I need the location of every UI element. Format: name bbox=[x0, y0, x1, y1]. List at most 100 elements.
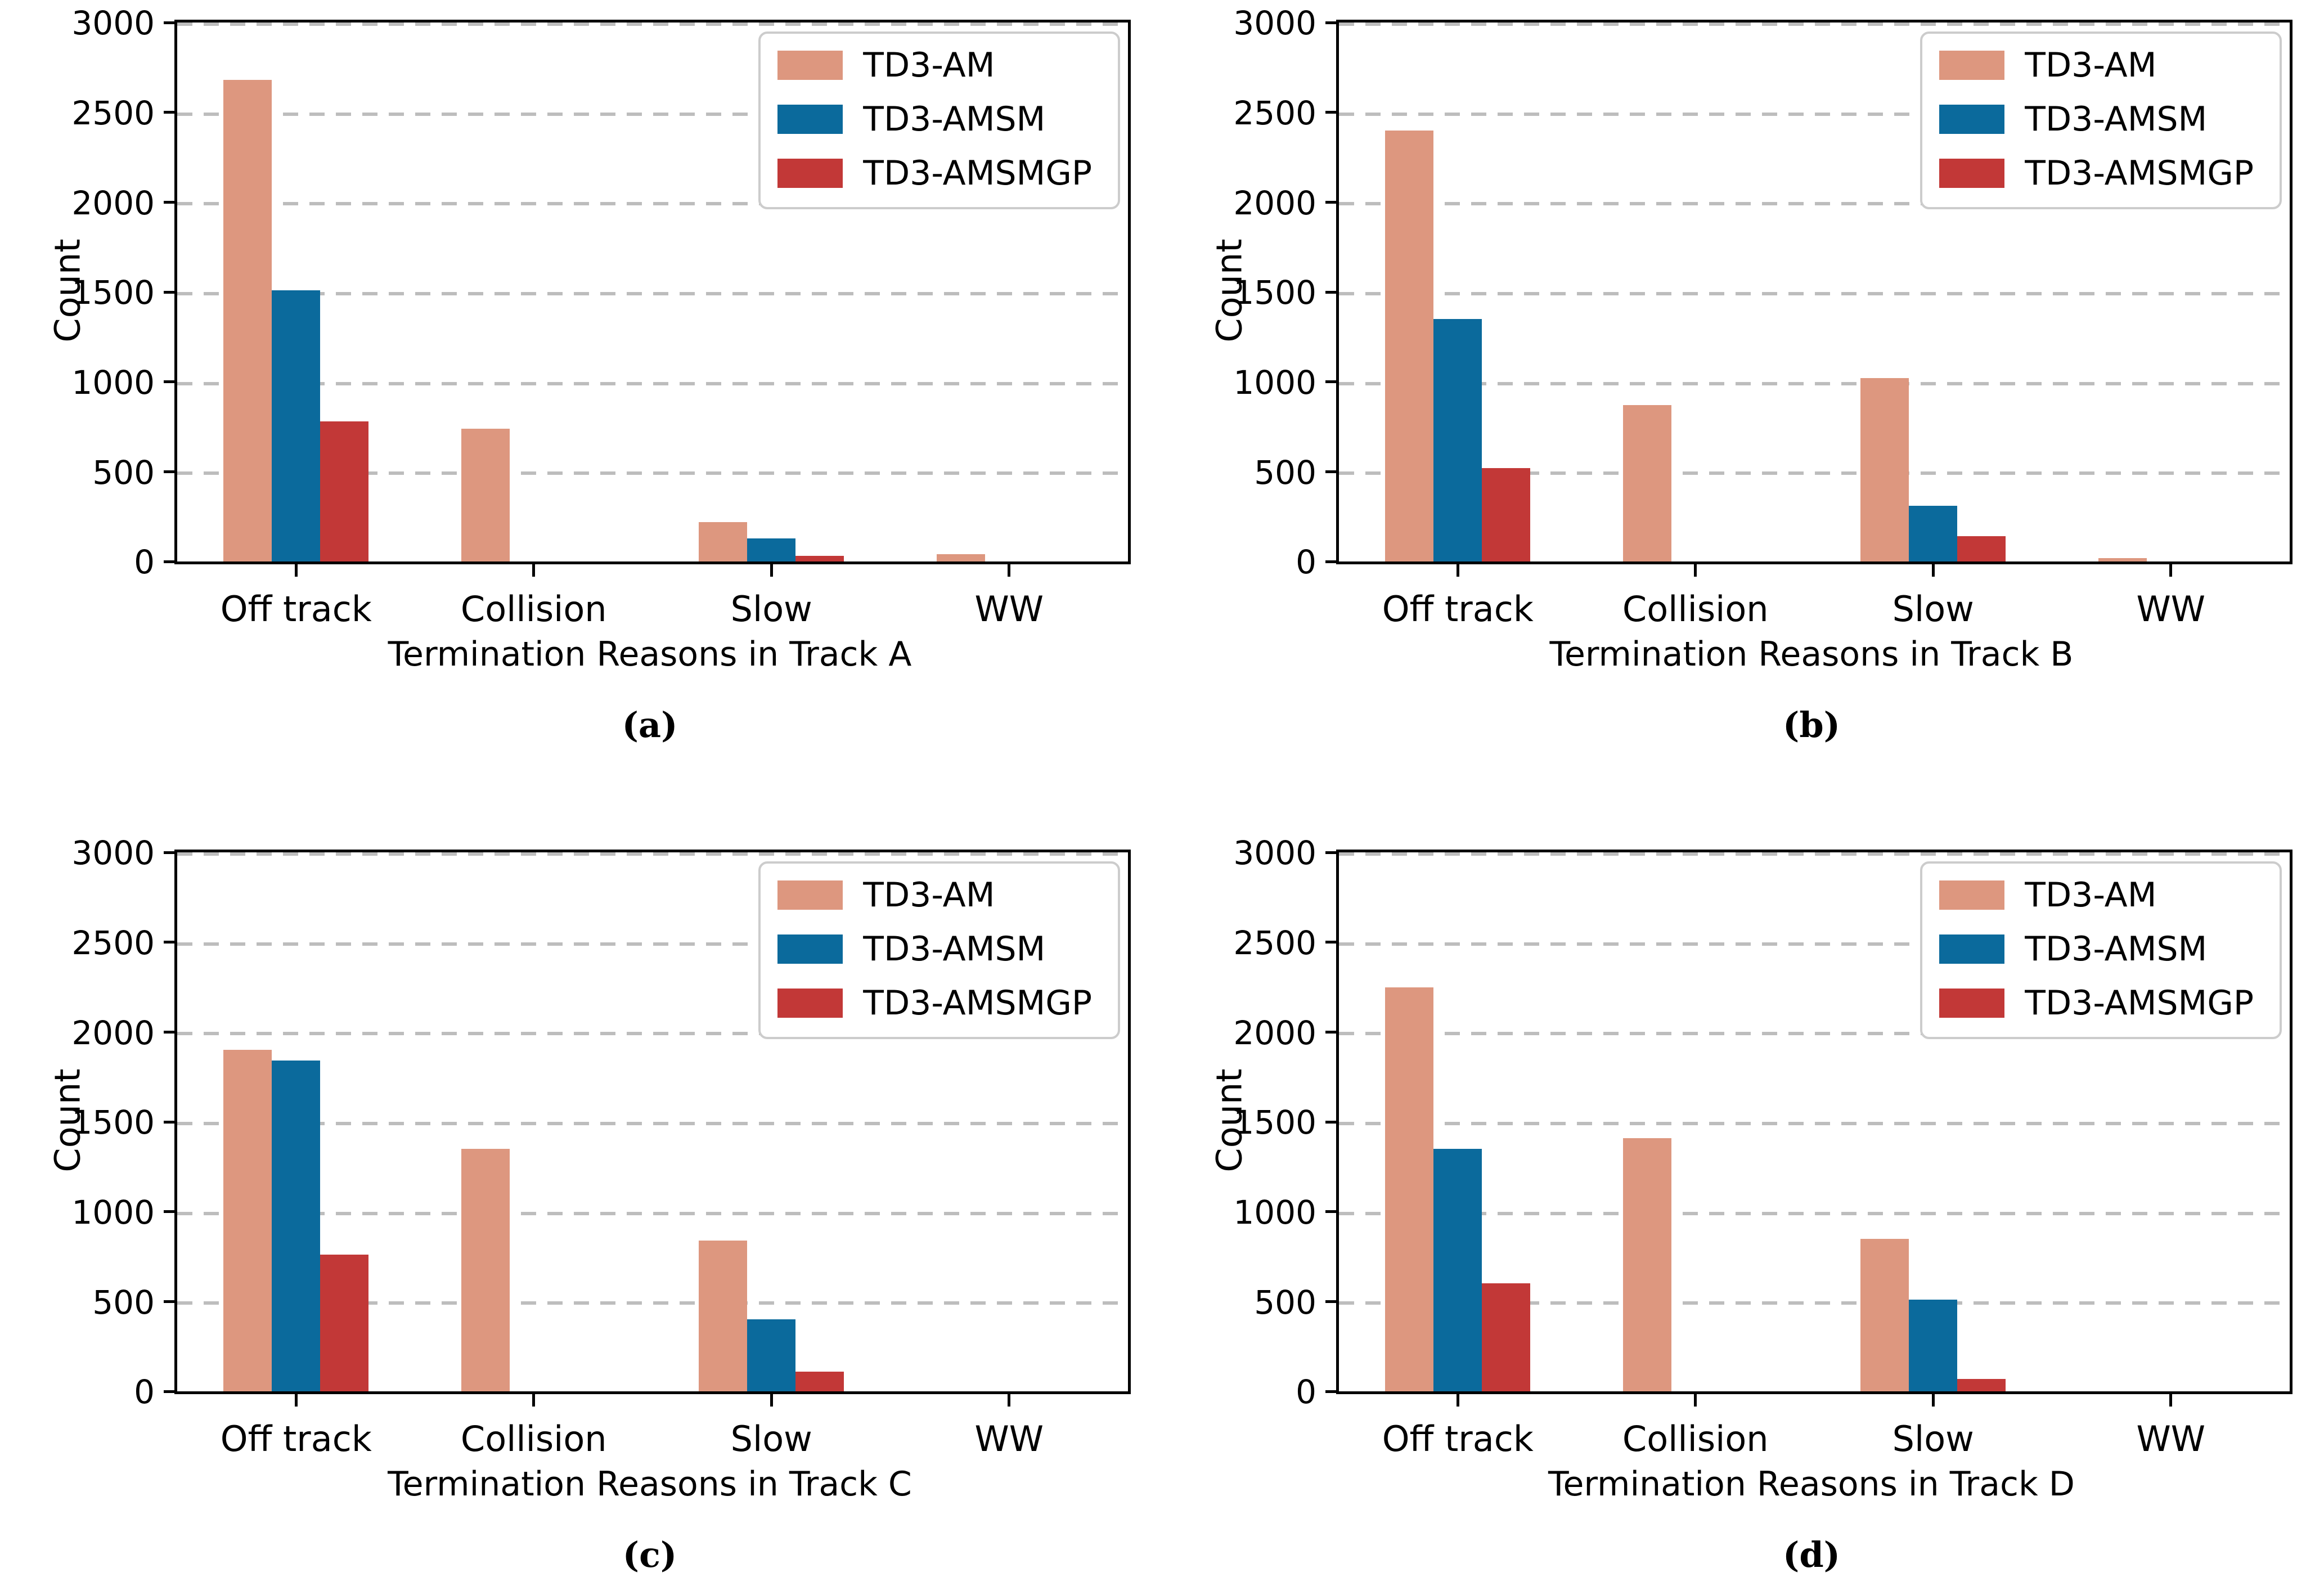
y-tick-mark bbox=[164, 1300, 177, 1303]
x-tick-mark bbox=[770, 564, 773, 577]
legend-label: TD3-AMSMGP bbox=[863, 983, 1092, 1023]
x-tick-label: WW bbox=[974, 1418, 1044, 1459]
gridline-2500 bbox=[177, 112, 1128, 116]
y-tick-label: 0 bbox=[134, 543, 155, 582]
legend-label: TD3-AMSM bbox=[863, 100, 1046, 139]
bar-td3-am-ww bbox=[2098, 558, 2147, 561]
x-tick-label: Off track bbox=[220, 1418, 372, 1459]
subplot-c: Count TD3-AM TD3-AMSM TD3-AMSMGP 0 500 1000 1… bbox=[0, 830, 1162, 1586]
x-axis-label: Termination Reasons in Track B bbox=[1549, 635, 2074, 674]
legend-entry: TD3-AM bbox=[1939, 878, 2254, 912]
x-axis-label: Termination Reasons in Track A bbox=[388, 635, 912, 674]
bar-td3-am-collision bbox=[461, 428, 510, 561]
legend-swatch-td3-amsmgp bbox=[777, 989, 843, 1018]
y-tick-mark bbox=[1325, 111, 1339, 114]
y-tick-mark bbox=[1325, 200, 1339, 204]
y-tick-mark bbox=[164, 1210, 177, 1214]
gridline-2000 bbox=[1339, 1032, 2290, 1036]
y-tick-mark bbox=[164, 1030, 177, 1034]
y-tick-mark bbox=[164, 470, 177, 473]
y-tick-label: 3000 bbox=[1233, 4, 1316, 43]
x-tick-label: Collision bbox=[460, 588, 607, 630]
legend-swatch-td3-amsmgp bbox=[777, 159, 843, 188]
y-tick-label: 1000 bbox=[71, 1193, 155, 1232]
x-tick-mark bbox=[1931, 1394, 1935, 1407]
y-tick-mark bbox=[1325, 21, 1339, 24]
y-tick-mark bbox=[164, 1120, 177, 1124]
legend-entry: TD3-AMSMGP bbox=[777, 156, 1092, 190]
bar-td3-am-off-track bbox=[223, 1050, 272, 1391]
y-tick-mark bbox=[1325, 380, 1339, 384]
legend: TD3-AM TD3-AMSM TD3-AMSMGP bbox=[758, 32, 1120, 209]
x-tick-mark bbox=[294, 1394, 298, 1407]
x-axis-label: Termination Reasons in Track C bbox=[388, 1464, 912, 1504]
gridline-2500 bbox=[177, 942, 1128, 946]
bar-td3-amsmgp-off-track bbox=[320, 1255, 369, 1391]
plot-area-b: TD3-AM TD3-AMSM TD3-AMSMGP 0 500 1000 1500 200… bbox=[1233, 5, 2292, 630]
subplot-caption: (c) bbox=[622, 1534, 677, 1575]
bar-td3-amsmgp-off-track bbox=[1482, 1283, 1531, 1391]
x-tick-label: Off track bbox=[1382, 1418, 1534, 1459]
bar-td3-am-off-track bbox=[223, 80, 272, 561]
bar-td3-amsmgp-off-track bbox=[1482, 468, 1531, 561]
gridline-500 bbox=[1339, 471, 2290, 475]
bar-td3-amsmgp-slow bbox=[795, 556, 844, 561]
x-tick-label: Collision bbox=[460, 1418, 607, 1459]
bar-td3-am-slow bbox=[699, 522, 748, 561]
y-tick-label: 1000 bbox=[1233, 1193, 1316, 1232]
gridline-3000 bbox=[1339, 23, 2290, 26]
bar-td3-amsmgp-off-track bbox=[320, 421, 369, 561]
legend-label: TD3-AM bbox=[863, 46, 995, 85]
legend-entry: TD3-AMSMGP bbox=[777, 986, 1092, 1020]
y-tick-mark bbox=[164, 111, 177, 114]
bar-td3-amsmgp-slow bbox=[1957, 1378, 2006, 1391]
legend-label: TD3-AM bbox=[2025, 46, 2157, 85]
subplot-caption: (a) bbox=[622, 704, 678, 745]
bar-td3-amsm-slow bbox=[1909, 506, 1958, 561]
y-tick-label: 2500 bbox=[71, 923, 155, 962]
y-tick-label: 0 bbox=[1296, 543, 1316, 582]
y-tick-mark bbox=[1325, 851, 1339, 854]
gridline-3000 bbox=[1339, 852, 2290, 856]
bar-td3-amsmgp-slow bbox=[1957, 536, 2006, 561]
x-tick-mark bbox=[2169, 1394, 2173, 1407]
y-tick-mark bbox=[164, 200, 177, 204]
x-tick-label: Off track bbox=[1382, 588, 1534, 630]
y-tick-label: 1500 bbox=[1233, 1103, 1316, 1142]
x-tick-mark bbox=[770, 1394, 773, 1407]
bar-td3-amsm-slow bbox=[747, 538, 796, 561]
bar-td3-am-collision bbox=[1622, 405, 1671, 561]
y-tick-mark bbox=[1325, 1300, 1339, 1303]
legend-label: TD3-AMSMGP bbox=[2025, 983, 2254, 1023]
y-tick-label: 500 bbox=[92, 453, 155, 492]
y-tick-mark bbox=[1325, 1210, 1339, 1214]
gridline-500 bbox=[177, 471, 1128, 475]
legend-entry: TD3-AMSM bbox=[777, 102, 1092, 136]
y-tick-mark bbox=[164, 290, 177, 294]
subplot-d: Count TD3-AM TD3-AMSM TD3-AMSMGP 0 500 1000 1… bbox=[1162, 830, 2324, 1586]
x-tick-mark bbox=[532, 564, 536, 577]
bar-td3-amsm-slow bbox=[747, 1319, 796, 1391]
legend-swatch-td3-amsm bbox=[1939, 105, 2005, 134]
bar-td3-am-slow bbox=[1860, 378, 1909, 561]
y-tick-label: 0 bbox=[1296, 1373, 1316, 1412]
legend-swatch-td3-am bbox=[1939, 880, 2005, 910]
legend-entry: TD3-AMSMGP bbox=[1939, 986, 2254, 1020]
y-tick-mark bbox=[164, 1390, 177, 1393]
y-tick-label: 1000 bbox=[71, 363, 155, 402]
x-tick-mark bbox=[1456, 564, 1459, 577]
x-tick-label: Slow bbox=[730, 1418, 812, 1459]
y-tick-label: 1500 bbox=[71, 1103, 155, 1142]
legend-swatch-td3-amsmgp bbox=[1939, 989, 2005, 1018]
subplot-a: Count TD3-AM TD3-AMSM TD3-AMSMGP 0 500 1000 1… bbox=[0, 0, 1162, 830]
legend: TD3-AM TD3-AMSM TD3-AMSMGP bbox=[1920, 861, 2282, 1039]
legend-label: TD3-AMSM bbox=[863, 929, 1046, 969]
legend-label: TD3-AMSM bbox=[2025, 929, 2208, 969]
gridline-500 bbox=[177, 1301, 1128, 1305]
gridline-2000 bbox=[1339, 202, 2290, 206]
plot-area-a: TD3-AM TD3-AMSM TD3-AMSMGP 0 500 1000 1500 200… bbox=[71, 5, 1131, 630]
legend-entry: TD3-AMSM bbox=[777, 932, 1092, 966]
x-tick-label: Collision bbox=[1622, 588, 1769, 630]
